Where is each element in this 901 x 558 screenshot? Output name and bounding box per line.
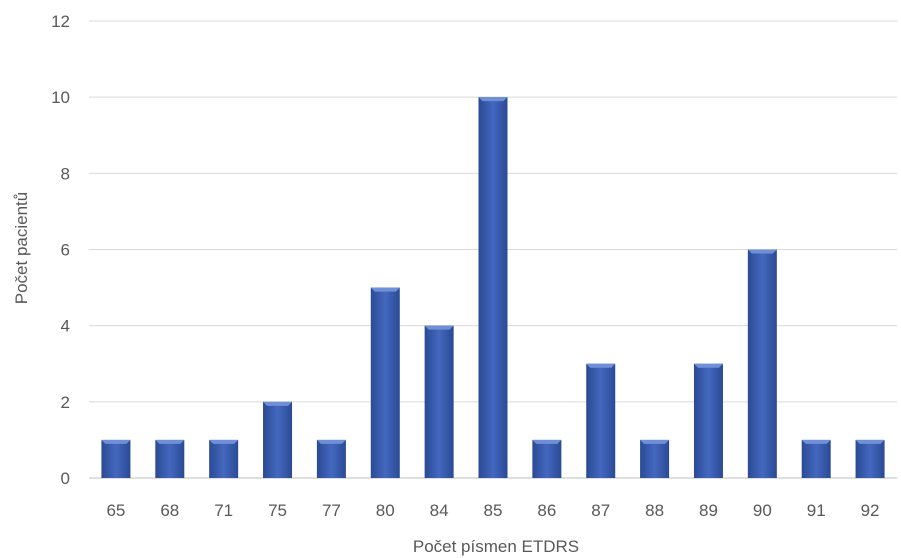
bar	[209, 439, 239, 478]
y-tick-label: 4	[61, 317, 70, 336]
x-axis-ticks: 65 68 71 75 77 80 84 85 86 87 88 89 90 91 92	[106, 501, 879, 520]
bar-90	[747, 249, 777, 478]
bar	[693, 363, 723, 478]
x-tick-label: 71	[214, 501, 233, 520]
y-tick-label: 6	[61, 241, 70, 260]
x-tick-label: 77	[322, 501, 341, 520]
x-tick-label: 91	[807, 501, 826, 520]
x-tick-label: 68	[160, 501, 179, 520]
bar-highlight	[370, 287, 400, 292]
x-tick-label: 75	[268, 501, 287, 520]
bar-89	[693, 363, 723, 478]
bar-highlight	[209, 439, 239, 444]
bar-highlight	[586, 363, 616, 368]
bar-91	[801, 439, 831, 478]
bar-highlight	[263, 401, 293, 406]
bar-87	[586, 363, 616, 478]
x-tick-label: 90	[753, 501, 772, 520]
x-tick-label: 65	[106, 501, 125, 520]
y-axis-ticks: 0 2 4 6 8 10 12	[51, 12, 70, 488]
y-axis-title: Počet pacientů	[12, 192, 31, 304]
bar-85	[478, 97, 508, 479]
bar-highlight	[693, 363, 723, 368]
bar	[101, 439, 131, 478]
bar	[424, 325, 454, 478]
bar-highlight	[532, 439, 562, 444]
bar	[586, 363, 616, 478]
y-tick-label: 2	[61, 393, 70, 412]
bars	[101, 97, 885, 479]
x-tick-label: 80	[376, 501, 395, 520]
bar	[640, 439, 670, 478]
x-tick-label: 92	[861, 501, 880, 520]
x-tick-label: 84	[430, 501, 449, 520]
bar-highlight	[801, 439, 831, 444]
bar-88	[640, 439, 670, 478]
y-tick-label: 12	[51, 12, 70, 31]
bar-92	[855, 439, 885, 478]
bar-71	[209, 439, 239, 478]
bar-highlight	[747, 249, 777, 254]
bar-80	[370, 287, 400, 478]
x-tick-label: 87	[591, 501, 610, 520]
bar-84	[424, 325, 454, 478]
bar	[532, 439, 562, 478]
x-tick-label: 85	[484, 501, 503, 520]
bar	[478, 97, 508, 479]
bar	[155, 439, 185, 478]
bar-86	[532, 439, 562, 478]
bar	[263, 401, 293, 478]
x-tick-label: 88	[645, 501, 664, 520]
y-tick-label: 10	[51, 88, 70, 107]
bar	[855, 439, 885, 478]
bar-highlight	[155, 439, 185, 444]
bar-highlight	[424, 325, 454, 330]
bar-75	[263, 401, 293, 478]
x-tick-label: 89	[699, 501, 718, 520]
bar-77	[316, 439, 346, 478]
x-tick-label: 86	[537, 501, 556, 520]
bar-highlight	[640, 439, 670, 444]
bar-65	[101, 439, 131, 478]
bar-highlight	[316, 439, 346, 444]
y-tick-label: 8	[61, 164, 70, 183]
bar-highlight	[478, 97, 508, 102]
bar	[316, 439, 346, 478]
bar-highlight	[101, 439, 131, 444]
bar	[747, 249, 777, 478]
bar	[370, 287, 400, 478]
bar	[801, 439, 831, 478]
bar-68	[155, 439, 185, 478]
x-axis-title: Počet písmen ETDRS	[413, 537, 579, 556]
y-tick-label: 0	[61, 469, 70, 488]
bar-highlight	[855, 439, 885, 444]
